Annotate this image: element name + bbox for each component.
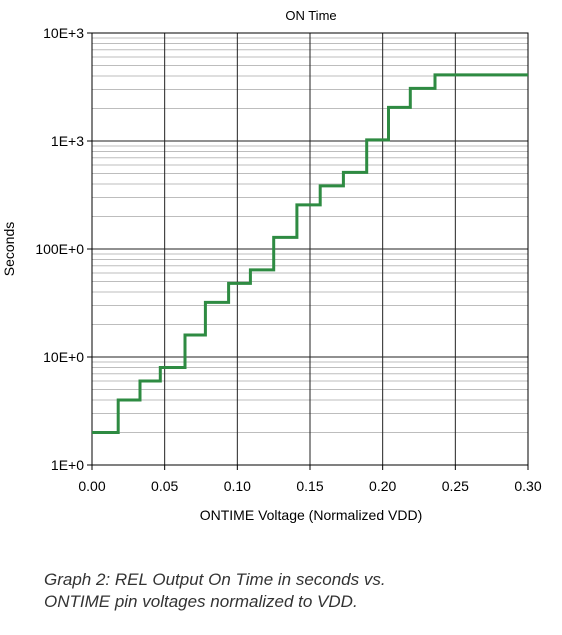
- x-tick-label: 0.30: [514, 478, 541, 494]
- x-axis-label: ONTIME Voltage (Normalized VDD): [200, 507, 423, 523]
- y-axis-ticks: 1E+0 10E+0 100E+0 1E+3 10E+3: [35, 25, 92, 473]
- x-tick-label: 0.25: [442, 478, 469, 494]
- y-tick-label: 1E+3: [51, 133, 84, 149]
- y-tick-label: 10E+0: [43, 349, 84, 365]
- caption-line-2: ONTIME pin voltages normalized to VDD.: [44, 592, 358, 611]
- figure-caption: Graph 2: REL Output On Time in seconds v…: [44, 569, 544, 613]
- x-tick-label: 0.15: [296, 478, 323, 494]
- on-time-chart: 0.00 0.05 0.10 0.15 0.20 0.25 0.30 1E+0 10E+0 10…: [1, 8, 542, 523]
- x-tick-label: 0.10: [224, 478, 251, 494]
- y-axis-label: Seconds: [1, 222, 17, 276]
- chart-title: ON Time: [285, 8, 336, 23]
- y-tick-label: 10E+3: [43, 25, 84, 41]
- x-tick-label: 0.05: [151, 478, 178, 494]
- x-tick-label: 0.20: [369, 478, 396, 494]
- series-line: [92, 73, 528, 434]
- y-tick-label: 1E+0: [51, 457, 84, 473]
- caption-line-1: Graph 2: REL Output On Time in seconds v…: [44, 570, 386, 589]
- x-axis-ticks: 0.00 0.05 0.10 0.15 0.20 0.25 0.30: [78, 465, 542, 494]
- x-tick-label: 0.00: [78, 478, 105, 494]
- y-tick-label: 100E+0: [35, 241, 84, 257]
